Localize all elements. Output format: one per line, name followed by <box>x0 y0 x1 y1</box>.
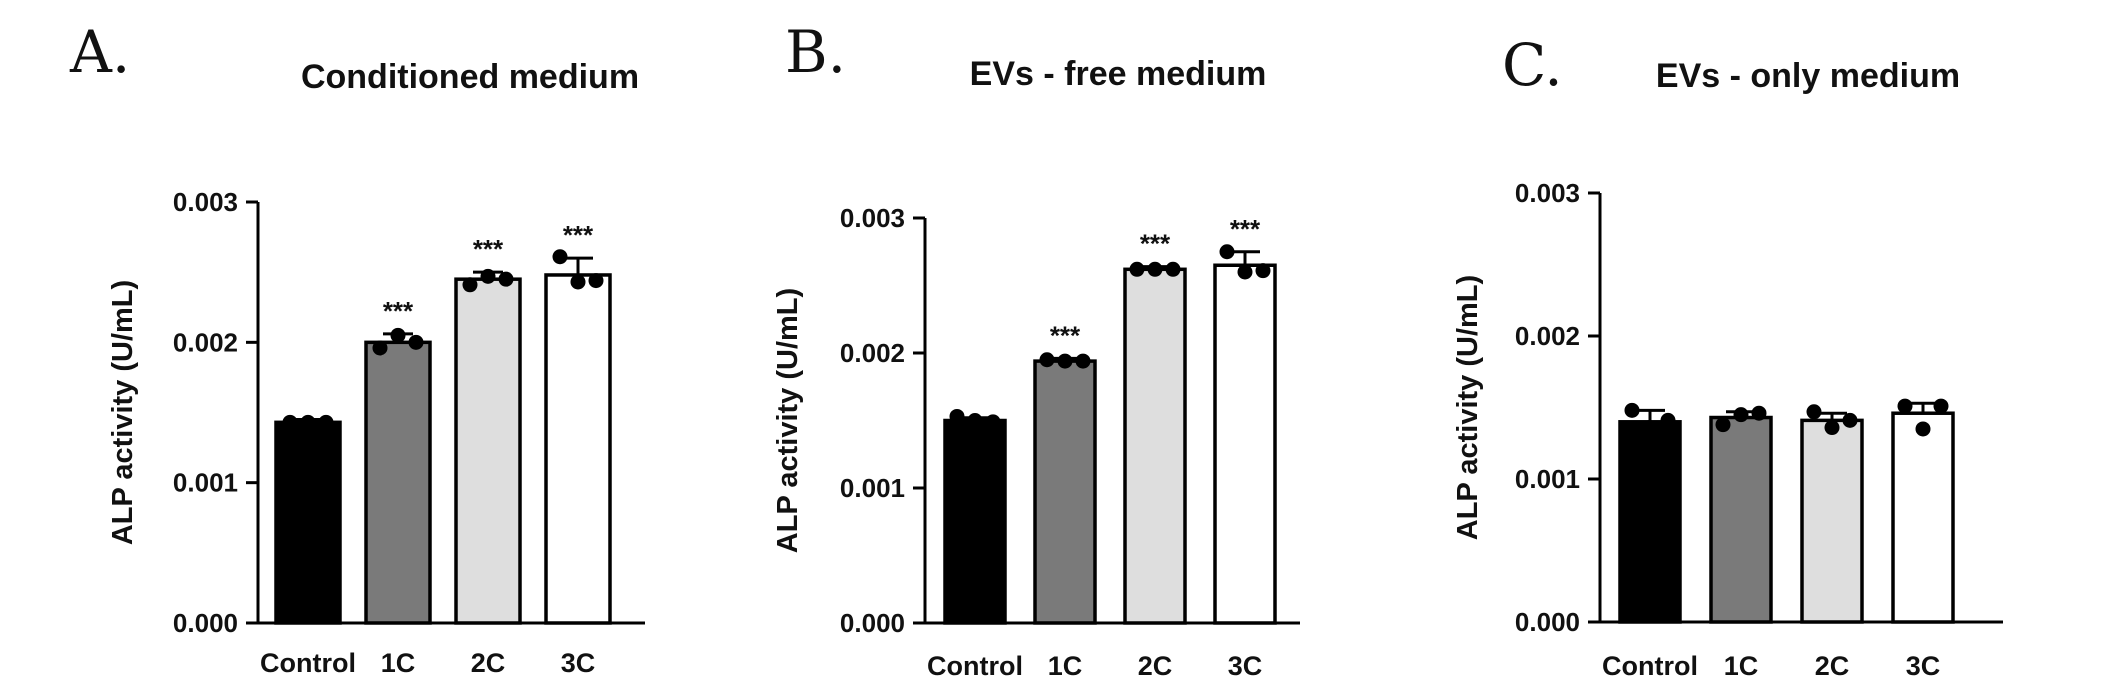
data-point <box>408 334 424 350</box>
x-tick-label: Control <box>927 651 1023 681</box>
x-tick-label: 2C <box>1138 651 1173 681</box>
bar-3c <box>1213 263 1277 625</box>
data-point <box>1751 405 1767 421</box>
data-point <box>390 327 406 343</box>
panel-b-letter: B. <box>785 18 846 86</box>
x-tick-label: 1C <box>1724 651 1759 681</box>
y-tick-label: 0.003 <box>840 203 905 233</box>
x-tick-label: 3C <box>561 648 596 678</box>
data-point <box>498 271 514 287</box>
panel-c: C. EVs - only medium 0.0000.0010.0020.00… <box>1452 31 2003 681</box>
data-point <box>1165 261 1181 277</box>
data-point <box>1660 412 1676 428</box>
y-tick-label: 0.000 <box>840 608 905 638</box>
data-point <box>588 273 604 289</box>
panel-b-title: EVs - free medium <box>970 55 1267 93</box>
data-point <box>282 414 298 430</box>
data-point <box>949 408 965 424</box>
x-tick-label: Control <box>1602 651 1698 681</box>
y-tick-label: 0.001 <box>1515 464 1580 494</box>
data-point <box>1237 264 1253 280</box>
data-point <box>1806 404 1822 420</box>
significance-label: *** <box>1050 320 1081 350</box>
data-point <box>1842 412 1858 428</box>
data-point <box>1897 398 1913 414</box>
y-axis-title: ALP activity (U/mL) <box>772 288 804 553</box>
y-tick-label: 0.002 <box>840 338 905 368</box>
data-point <box>1824 420 1840 436</box>
y-tick-label: 0.001 <box>173 468 238 498</box>
data-point <box>967 413 983 428</box>
significance-label: *** <box>383 296 414 326</box>
bar-control <box>274 420 342 625</box>
data-point <box>1147 261 1163 277</box>
data-point <box>480 268 496 284</box>
data-point <box>1733 407 1749 423</box>
panel-c-letter: C. <box>1502 31 1563 99</box>
significance-label: *** <box>473 234 504 264</box>
significance-label: *** <box>1140 229 1171 259</box>
bar-1c <box>1033 359 1097 625</box>
y-tick-label: 0.003 <box>173 187 238 217</box>
bar-1c <box>1709 415 1773 624</box>
x-tick-label: 2C <box>1815 651 1850 681</box>
y-tick-label: 0.000 <box>1515 607 1580 637</box>
bar-2c <box>454 277 522 625</box>
x-tick-label: 2C <box>471 648 506 678</box>
bar-2c <box>1123 267 1187 625</box>
bar-1c <box>364 340 432 625</box>
x-tick-label: Control <box>260 648 356 678</box>
significance-label: *** <box>1230 214 1261 244</box>
data-point <box>1715 417 1731 433</box>
y-tick-label: 0.001 <box>840 473 905 503</box>
data-point <box>462 277 478 293</box>
data-point <box>1624 402 1640 418</box>
panel-a-letter: A. <box>69 18 130 86</box>
data-point <box>1255 263 1271 279</box>
data-point <box>552 249 568 265</box>
panel-b-plot: 0.000 0.001 0.002 0.003 ALP activity (U/mL) C… <box>772 203 1300 681</box>
y-axis-title: ALP activity (U/mL) <box>1452 275 1484 540</box>
panel-c-plot: 0.000 0.001 0.002 0.003 ALP activity (U/mL) C… <box>1452 178 2003 681</box>
x-tick-label: 3C <box>1228 651 1263 681</box>
data-point <box>1915 421 1931 437</box>
data-point <box>1057 353 1073 369</box>
panel-a-title: Conditioned medium <box>301 58 639 96</box>
y-tick-label: 0.000 <box>173 608 238 638</box>
panel-a-plot: 0.000 0.001 0.002 0.003 ALP activity (U/mL) C… <box>107 187 645 678</box>
x-tick-label: 1C <box>381 648 416 678</box>
panel-c-title: EVs - only medium <box>1656 57 1960 95</box>
data-point <box>1039 352 1055 368</box>
panel-b: B. EVs - free medium 0.0000.0010.0020.00… <box>772 18 1300 681</box>
x-tick-label: 1C <box>1048 651 1083 681</box>
bar-control <box>1618 420 1682 624</box>
significance-label: *** <box>563 220 594 250</box>
y-tick-label: 0.003 <box>1515 178 1580 208</box>
bar-3c <box>544 273 612 625</box>
bar-control <box>943 418 1007 625</box>
data-point <box>1642 420 1658 436</box>
data-point <box>985 414 1001 430</box>
data-point <box>1075 353 1091 369</box>
data-point <box>318 414 334 430</box>
data-point <box>570 274 586 290</box>
data-point <box>372 340 388 356</box>
y-axis-title: ALP activity (U/mL) <box>107 280 139 545</box>
data-point <box>1933 398 1949 414</box>
bar-3c <box>1891 411 1955 624</box>
bar-2c <box>1800 418 1864 624</box>
data-point <box>1129 261 1145 277</box>
x-tick-label: 3C <box>1906 651 1941 681</box>
data-point <box>300 414 316 430</box>
panel-a: A. Conditioned medium 0.0000.0010.0020.0… <box>69 18 645 678</box>
data-point <box>1219 244 1235 260</box>
y-tick-label: 0.002 <box>1515 321 1580 351</box>
y-tick-label: 0.002 <box>173 327 238 357</box>
